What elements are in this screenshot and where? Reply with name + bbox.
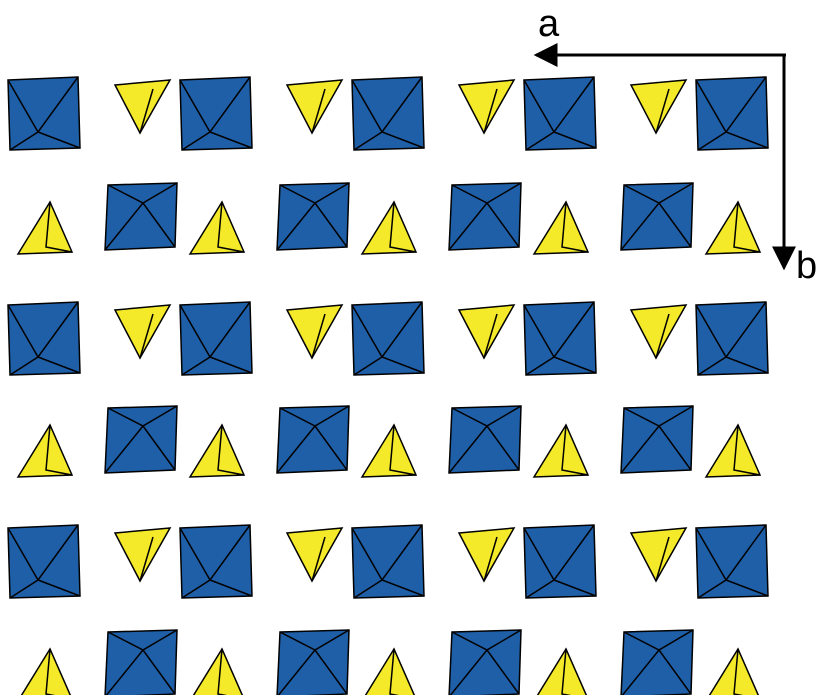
tetrahedron-edge xyxy=(655,313,670,359)
tetrahedron xyxy=(532,200,590,255)
tetrahedron xyxy=(16,423,74,478)
octahedron-edge xyxy=(276,424,348,474)
tetrahedron-edge xyxy=(311,536,326,582)
tetrahedron xyxy=(113,304,172,360)
tetrahedron xyxy=(536,647,588,695)
octahedron xyxy=(104,182,178,251)
octahedron xyxy=(448,182,522,251)
tetrahedron xyxy=(113,79,172,135)
octahedron xyxy=(620,182,694,251)
octahedron-edge xyxy=(380,301,425,374)
octahedron xyxy=(104,629,178,695)
tetrahedron-edge xyxy=(483,313,498,359)
octahedron-edge xyxy=(208,301,253,374)
octahedron-edge xyxy=(36,301,81,374)
octahedron-edge xyxy=(552,76,597,149)
tetrahedron xyxy=(457,79,516,135)
octahedron xyxy=(448,405,522,474)
tetrahedron-edge xyxy=(45,424,73,476)
tetrahedron-edge xyxy=(217,424,245,476)
tetrahedron xyxy=(364,647,416,695)
polyhedra xyxy=(7,76,769,695)
tetrahedron xyxy=(629,79,688,135)
tetrahedron-edge xyxy=(561,201,589,253)
tetrahedron-edge xyxy=(733,648,744,695)
octahedron-edge xyxy=(208,524,253,597)
octahedron xyxy=(104,405,178,474)
tetrahedron xyxy=(532,423,590,478)
octahedron-edge xyxy=(105,648,176,695)
tetrahedron-edge xyxy=(483,88,498,134)
octahedron-edge xyxy=(448,201,520,251)
octahedron-edge xyxy=(621,648,692,695)
tetrahedron-edge xyxy=(139,536,154,582)
tetrahedron xyxy=(457,527,516,583)
tetrahedron-edge xyxy=(311,313,326,359)
tetrahedron xyxy=(629,304,688,360)
tetrahedron-edge xyxy=(311,88,326,134)
octahedron-edge xyxy=(449,648,520,695)
tetrahedron-edge xyxy=(139,313,154,359)
octahedron xyxy=(276,629,350,695)
tetrahedron-edge xyxy=(389,424,417,476)
octahedron-edge xyxy=(380,524,425,597)
tetrahedron xyxy=(457,304,516,360)
tetrahedron-edge xyxy=(561,424,589,476)
tetrahedron xyxy=(704,423,762,478)
tetrahedron-edge xyxy=(655,536,670,582)
tetrahedron xyxy=(360,423,418,478)
octahedron-edge xyxy=(724,524,769,597)
tetrahedron-edge xyxy=(561,648,572,695)
tetrahedron-edge xyxy=(389,648,400,695)
octahedron-edge xyxy=(552,524,597,597)
tetrahedron-edge xyxy=(45,201,73,253)
octahedron-edge xyxy=(104,424,176,474)
octahedron-edge xyxy=(277,648,348,695)
octahedron xyxy=(620,629,694,695)
octahedron-edge xyxy=(724,76,769,149)
octahedron-edge xyxy=(724,301,769,374)
tetrahedron-edge xyxy=(217,648,228,695)
octahedron-edge xyxy=(448,424,520,474)
octahedron-edge xyxy=(36,524,81,597)
tetrahedron xyxy=(708,647,760,695)
tetrahedron xyxy=(188,423,246,478)
tetrahedron xyxy=(360,200,418,255)
axis-b-label: b xyxy=(796,245,817,287)
octahedron xyxy=(448,629,522,695)
tetrahedron-edge xyxy=(733,201,761,253)
tetrahedron-edge xyxy=(733,424,761,476)
tetrahedron xyxy=(20,647,72,695)
tetrahedron-edge xyxy=(483,536,498,582)
tetrahedron xyxy=(704,200,762,255)
octahedron-edge xyxy=(276,201,348,251)
tetrahedron-edge xyxy=(389,201,417,253)
octahedron xyxy=(276,182,350,251)
tetrahedron-edge xyxy=(217,201,245,253)
octahedron-edge xyxy=(380,76,425,149)
octahedron xyxy=(276,405,350,474)
tetrahedron-edge xyxy=(45,648,56,695)
octahedron xyxy=(620,405,694,474)
octahedron-edge xyxy=(104,201,176,251)
octahedron-edge xyxy=(620,201,692,251)
tetrahedron xyxy=(285,79,344,135)
axis-a-label: a xyxy=(538,3,560,45)
tetrahedron xyxy=(192,647,244,695)
tetrahedron xyxy=(188,200,246,255)
octahedron-edge xyxy=(620,424,692,474)
tetrahedron xyxy=(16,200,74,255)
octahedron-edge xyxy=(208,76,253,149)
tetrahedron xyxy=(285,304,344,360)
tetrahedron-edge xyxy=(655,88,670,134)
tetrahedron xyxy=(113,527,172,583)
tetrahedron xyxy=(285,527,344,583)
tetrahedron xyxy=(629,527,688,583)
octahedron-edge xyxy=(552,301,597,374)
tetrahedron-edge xyxy=(139,88,154,134)
octahedron-edge xyxy=(36,76,81,149)
